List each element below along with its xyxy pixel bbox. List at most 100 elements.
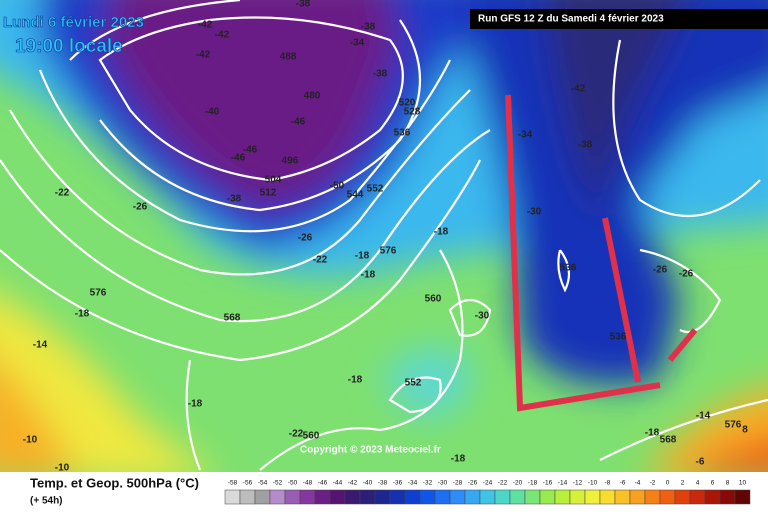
scale-swatch	[284, 489, 301, 505]
contour-label: 504	[265, 175, 282, 186]
copyright: Copyright © 2023 Meteociel.fr	[300, 445, 441, 456]
scale-swatch	[464, 489, 481, 505]
contour-label: -46	[231, 153, 246, 164]
contour-label: -46	[291, 117, 306, 128]
contour-label: -42	[196, 50, 211, 61]
scale-label: -56	[243, 480, 253, 487]
scale-label: -32	[423, 480, 433, 487]
scale-label: -58	[228, 480, 238, 487]
scale-label: -54	[258, 480, 268, 487]
scale-label: -26	[468, 480, 478, 487]
contour-label: -26	[653, 265, 668, 276]
contour-label: 480	[304, 91, 321, 102]
contour-label: -22	[55, 188, 70, 199]
scale-swatch	[659, 489, 676, 505]
contour-label: -18	[451, 454, 466, 465]
scale-swatch	[674, 489, 691, 505]
scale-swatch	[479, 489, 496, 505]
contour-label: -42	[215, 30, 230, 41]
contour-label: -34	[518, 130, 533, 141]
contour-label: -26	[679, 269, 694, 280]
contour-label: -26	[133, 202, 148, 213]
scale-label: 6	[711, 480, 715, 487]
contour-label: -38	[373, 69, 388, 80]
contour-label: 568	[224, 313, 241, 324]
scale-label: -52	[273, 480, 283, 487]
scale-label: -24	[483, 480, 493, 487]
run-banner	[470, 9, 768, 29]
scale-label: 10	[739, 480, 747, 487]
scale-swatch	[359, 489, 376, 505]
legend-title: Temp. et Geop. 500hPa (°C)	[30, 475, 199, 490]
contour-label: 576	[725, 420, 742, 431]
scale-label: -16	[543, 480, 553, 487]
contour-label: -18	[361, 270, 376, 281]
lead-time: (+ 54h)	[30, 496, 63, 507]
trough-line	[602, 217, 641, 383]
contour-label: -18	[645, 428, 660, 439]
contour-label: -30	[475, 311, 490, 322]
scale-label: -40	[363, 480, 373, 487]
contour-label: 560	[425, 294, 442, 305]
scale-swatch	[299, 489, 316, 505]
contour-label: -18	[348, 375, 363, 386]
scale-label: -30	[438, 480, 448, 487]
contour-label: -38	[296, 0, 311, 10]
scale-swatch	[434, 489, 451, 505]
scale-swatch	[614, 489, 631, 505]
scale-swatch	[524, 489, 541, 505]
contour-label: -38	[227, 194, 242, 205]
scale-swatch	[704, 489, 721, 505]
scale-label: -34	[408, 480, 418, 487]
scale-label: -20	[513, 480, 523, 487]
scale-label: -50	[288, 480, 298, 487]
scale-label: -14	[558, 480, 568, 487]
contour-label: 544	[347, 190, 364, 201]
contour-label: 536	[394, 128, 411, 139]
valid-time: 19:00 locale	[15, 36, 123, 57]
scale-swatch	[554, 489, 571, 505]
scale-label: -38	[378, 480, 388, 487]
scale-swatch	[644, 489, 661, 505]
contour-label: -38	[578, 140, 593, 151]
scale-label: 0	[666, 480, 670, 487]
color-scale: -58 -56 -54 -52 -50 -48 -46 -44 -42 -40 -38 -36 -34-…	[224, 480, 751, 505]
contour-label: -42	[571, 84, 586, 95]
contour-label: 512	[260, 188, 277, 199]
scale-label: -36	[393, 480, 403, 487]
trough-line	[667, 328, 698, 362]
scale-label: -44	[333, 480, 343, 487]
scale-label: -28	[453, 480, 463, 487]
scale-swatch	[254, 489, 271, 505]
valid-date: Lundi 6 février 2023	[3, 14, 144, 31]
contour-label: -26	[298, 233, 313, 244]
contour-label: -14	[696, 411, 711, 422]
contour-label: -42	[198, 20, 213, 31]
contour-label: -50	[330, 181, 345, 192]
contour-label: -34	[350, 38, 365, 49]
scale-swatch	[404, 489, 421, 505]
contour-label: -6	[696, 457, 705, 468]
contour-label: 488	[280, 52, 297, 63]
scale-label: 4	[696, 480, 700, 487]
contour-label: -10	[55, 463, 70, 474]
contour-label: -40	[205, 107, 220, 118]
map-background	[0, 0, 768, 480]
scale-swatch	[269, 489, 286, 505]
trough-markers	[505, 94, 698, 412]
scale-swatch	[239, 489, 256, 505]
scale-swatch	[329, 489, 346, 505]
contour-label: 552	[367, 184, 384, 195]
scale-label: -48	[303, 480, 313, 487]
scale-swatch	[584, 489, 601, 505]
scale-swatch	[389, 489, 406, 505]
contour-label: 536	[560, 263, 577, 274]
scale-label: -4	[635, 480, 641, 487]
scale-label: -12	[573, 480, 583, 487]
scale-label: -10	[588, 480, 598, 487]
contour-labels: -42-42-42-38-38-34488-38-42480520528-40-…	[23, 0, 748, 474]
scale-swatch	[494, 489, 511, 505]
contour-label: -30	[527, 207, 542, 218]
trough-line	[505, 94, 661, 412]
contour-label: -22	[313, 255, 328, 266]
